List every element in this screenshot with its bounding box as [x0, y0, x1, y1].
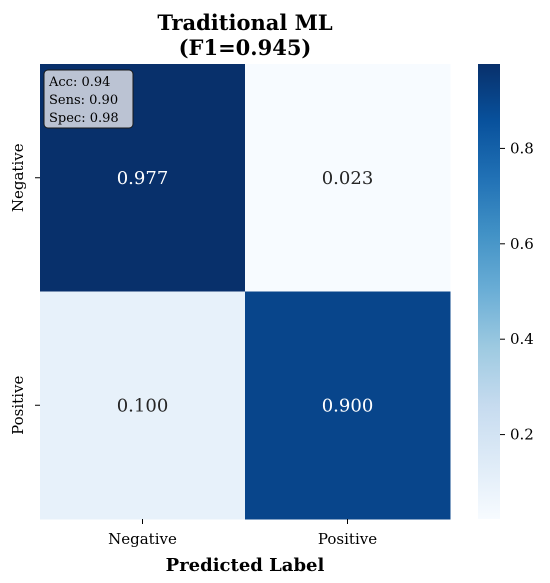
heatmap-cell-1-1: [245, 291, 451, 520]
metrics-sens: Sens: 0.90: [49, 93, 118, 108]
heatmap-cell-label-0-0: 0.977: [117, 168, 169, 189]
heatmap-cells: [40, 64, 451, 520]
heatmap-cell-labels: 0.977 0.023 0.100 0.900: [117, 168, 374, 417]
x-tick-label: Positive: [318, 530, 377, 548]
y-tick-label: Positive: [9, 376, 27, 435]
metrics-annotation: Acc: 0.94 Sens: 0.90 Spec: 0.98: [43, 69, 134, 129]
heatmap-cell-label-0-1: 0.023: [322, 168, 374, 189]
heatmap-cell-0-1: [245, 64, 451, 292]
heatmap-cell-label-1-1: 0.900: [322, 395, 374, 416]
chart-title-line-2: (F1=0.945): [179, 35, 312, 60]
colorbar-tick-label: 0.2: [510, 426, 534, 444]
chart-title-line-1: Traditional ML: [157, 10, 333, 35]
colorbar: [478, 64, 500, 519]
x-axis-label: Predicted Label: [166, 555, 325, 576]
metrics-annotation-box: [43, 69, 134, 129]
y-axis-ticks: Negative Positive: [9, 143, 40, 435]
y-tick-label: Negative: [9, 143, 27, 212]
colorbar-ticks: 0.2 0.4 0.6 0.8: [500, 139, 534, 444]
x-tick-label: Negative: [108, 530, 177, 548]
x-axis-ticks: Negative Positive: [108, 519, 377, 548]
heatmap-cell-1-0: [40, 291, 246, 520]
colorbar-tick-label: 0.8: [510, 139, 534, 157]
colorbar-tick-label: 0.4: [510, 330, 534, 348]
metrics-acc: Acc: 0.94: [48, 75, 110, 90]
colorbar-tick-label: 0.6: [510, 235, 534, 253]
heatmap-cell-label-1-0: 0.100: [117, 395, 169, 416]
metrics-spec: Spec: 0.98: [49, 111, 119, 126]
